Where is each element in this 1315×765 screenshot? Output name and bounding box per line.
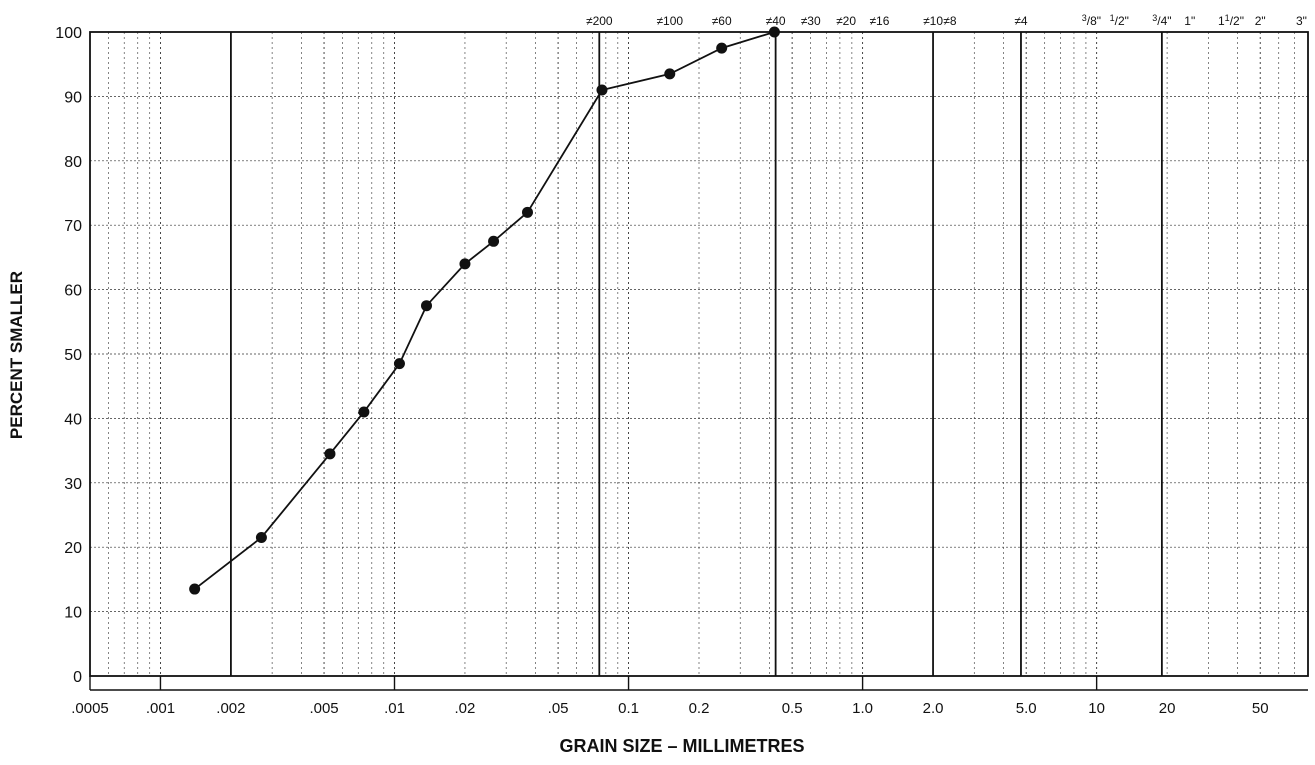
x-axis-label: GRAIN SIZE – MILLIMETRES [559,736,804,756]
sieve-label: ≠20 [836,14,856,28]
data-point [420,300,432,312]
y-tick-label: 10 [64,605,82,622]
x-tick-label: .01 [384,700,405,717]
y-tick-label: 80 [64,154,82,171]
plot-border [89,31,1309,677]
y-tick-label: 70 [64,218,82,235]
x-tick-label: 10 [1088,700,1105,717]
y-tick-label: 40 [64,411,82,428]
series-line [194,31,775,590]
data-point [189,583,201,595]
sieve-label: 1/2" [1110,13,1129,28]
y-axis-label: PERCENT SMALLER [7,271,26,439]
data-point [393,358,405,370]
plot-frame [89,31,1309,691]
x-tick-label: .001 [146,700,175,717]
grid [89,32,1309,676]
sieve-label: ≠30 [801,14,821,28]
x-tick-label: 5.0 [1016,700,1037,717]
x-tick-label: 0.1 [618,700,639,717]
sieve-label: ≠60 [712,14,732,28]
x-tick-label: 1.0 [852,700,873,717]
data-point [459,258,471,270]
data-point [255,532,267,544]
x-tick-label: .05 [548,700,569,717]
sieve-label: ≠100 [656,14,683,28]
sieve-label: 11/2" [1218,13,1244,28]
y-tick-labels: 0 10 20 30 40 50 60 70 80 90 100 [55,25,82,686]
y-tick-label: 90 [64,89,82,106]
x-tick-label: .02 [455,700,476,717]
y-tick-label: 50 [64,347,82,364]
x-tick-label: .002 [216,700,245,717]
data-point [768,26,780,38]
x-tick-label: .0005 [71,700,109,717]
sieve-label: ≠40 [766,14,786,28]
x-tick-labels: .0005 .001 .002 .005 .01 .02 .05 0.1 0.2 0.5 1.0 2.… [71,700,1268,717]
y-tick-label: 20 [64,540,82,557]
y-tick-label: 30 [64,476,82,493]
sieve-label: 3" [1296,14,1307,28]
data-point [596,84,608,96]
x-tick-label: 0.2 [689,700,710,717]
x-tick-label: 20 [1159,700,1176,717]
sieve-labels: ≠200 ≠100 ≠60 ≠40 ≠30 ≠20 ≠16 ≠10 ≠8 ≠4 3/8" 1/2" 3/… [586,13,1307,28]
x-tick-label: 2.0 [923,700,944,717]
sieve-label: ≠8 [943,14,957,28]
sieve-label: 2" [1255,14,1266,28]
data-point [488,235,500,247]
x-tick-label: 50 [1252,700,1269,717]
sieve-label: ≠200 [586,14,613,28]
sieve-label: ≠10 [923,14,943,28]
sieve-label: 3/8" [1082,13,1101,28]
data-point [716,42,728,54]
y-tick-label: 100 [55,25,82,42]
data-point [324,448,336,460]
sieve-label: 3/4" [1152,13,1171,28]
x-tick-label: .005 [309,700,338,717]
data-series [189,26,780,595]
sieve-label: ≠16 [869,14,889,28]
data-point [664,68,676,80]
data-point [521,206,533,218]
data-point [358,406,370,418]
sieve-label: ≠4 [1014,14,1028,28]
y-tick-label: 60 [64,283,82,300]
y-tick-label: 0 [73,669,82,686]
x-tick-label: 0.5 [782,700,803,717]
sieve-label: 1" [1184,14,1195,28]
